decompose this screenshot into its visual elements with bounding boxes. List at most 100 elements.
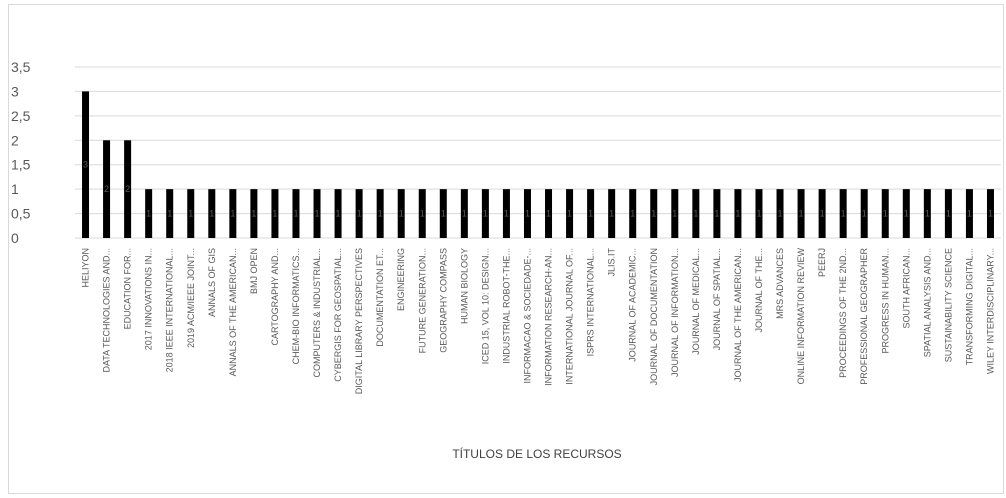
data-label: 1: [399, 209, 404, 219]
data-label: 2: [104, 184, 109, 194]
data-label: 1: [251, 209, 256, 219]
category-label: 2018 IEEE INTERNATIONAL...: [165, 248, 175, 372]
bar: [860, 189, 868, 238]
bar: [103, 140, 111, 238]
bar: [292, 189, 300, 238]
data-label: 1: [672, 209, 677, 219]
bar: [881, 189, 889, 238]
category-label: FUTURE GENERATION...: [417, 248, 427, 353]
category-label: ENGINEERING: [396, 248, 406, 311]
category-label: HUMAN BIOLOGY: [459, 248, 469, 324]
data-label: 1: [336, 209, 341, 219]
category-label: TRANSFORMING DIGITAL...: [964, 248, 974, 365]
data-label: 1: [841, 209, 846, 219]
category-label: INFORMATION RESEARCH-AN...: [544, 248, 554, 386]
data-label: 1: [504, 209, 509, 219]
bar: [986, 189, 994, 238]
bar: [397, 189, 405, 238]
data-label: 1: [209, 209, 214, 219]
data-label: 1: [441, 209, 446, 219]
category-label: SPATIAL ANALYSIS AND...: [922, 248, 932, 357]
category-label: SOUTH AFRICAN...: [901, 248, 911, 329]
bar: [902, 189, 910, 238]
bar: [965, 189, 973, 238]
bar: [313, 189, 321, 238]
category-label: JOURNAL OF THE...: [754, 248, 764, 333]
category-label: INTERNATIONAL JOURNAL OF...: [565, 248, 575, 385]
data-label: 1: [714, 209, 719, 219]
category-label: ANNALS OF GIS: [207, 248, 217, 317]
data-label: 1: [925, 209, 930, 219]
category-label: DATA TECHNOLOGIES AND...: [102, 248, 112, 373]
category-label: CARTOGRAPHY AND...: [270, 248, 280, 346]
bar: [566, 189, 574, 238]
data-label: 1: [167, 209, 172, 219]
category-label: COMPUTERS & INDUSTRIAL...: [312, 248, 322, 378]
data-label: 1: [146, 209, 151, 219]
category-label: JOURNAL OF SPATIAL...: [712, 248, 722, 350]
bar: [545, 189, 553, 238]
category-label: 2017 INNOVATIONS IN...: [144, 248, 154, 350]
bar: [460, 189, 468, 238]
category-label: PROFESSIONAL GEOGRAPHER: [859, 248, 869, 385]
bar: [187, 189, 195, 238]
bar: [439, 189, 447, 238]
category-label: BMJ OPEN: [249, 248, 259, 294]
bar: [334, 189, 342, 238]
data-label: 1: [862, 209, 867, 219]
data-label: 1: [630, 209, 635, 219]
bar: [587, 189, 595, 238]
data-label: 1: [756, 209, 761, 219]
y-tick-label: 2: [11, 132, 19, 148]
y-tick-label: 0,5: [11, 206, 31, 222]
bar: [671, 189, 679, 238]
data-label: 1: [293, 209, 298, 219]
data-label: 1: [357, 209, 362, 219]
category-label: WILEY INTERDISCIPLINARY...: [985, 248, 995, 374]
data-label: 1: [883, 209, 888, 219]
data-label: 1: [778, 209, 783, 219]
category-label: HELIYON: [81, 248, 91, 288]
data-label: 1: [988, 209, 993, 219]
bar: [650, 189, 658, 238]
data-label: 3: [83, 160, 88, 170]
bar: [502, 189, 510, 238]
bar: [944, 189, 952, 238]
bar: [376, 189, 384, 238]
category-label: SUSTAINABILITY SCIENCE: [943, 248, 953, 362]
category-label: JOURNAL OF THE AMERICAN...: [733, 248, 743, 382]
bar: [208, 189, 216, 238]
bar-chart: 0 0,5 1 1,5 2 2,5 3 3,5 3 2 2 1 1 1 1 1 1 1 1 1 1 1 1 1 1 1 1 1 1 1 1…: [11, 59, 1001, 461]
category-label: CYBERGIS FOR GEOSPATIAL...: [333, 248, 343, 382]
bar: [776, 189, 784, 238]
data-label: 1: [378, 209, 383, 219]
category-label: JOURNAL OF INFORMATION...: [670, 248, 680, 377]
data-label: 1: [820, 209, 825, 219]
category-label: MRS ADVANCES: [775, 248, 785, 319]
y-axis-ticks: 0 0,5 1 1,5 2 2,5 3 3,5: [11, 59, 31, 246]
bar: [250, 189, 258, 238]
category-label: GEOGRAPHY COMPASS: [438, 248, 448, 353]
bar: [271, 189, 279, 238]
category-label: JLIS.IT: [607, 248, 617, 277]
data-label: 1: [546, 209, 551, 219]
y-tick-label: 1,5: [11, 157, 31, 173]
data-label: 1: [188, 209, 193, 219]
bar: [797, 189, 805, 238]
bar: [481, 189, 489, 238]
category-label: DIGITAL LIBRARY PERSPECTIVES: [354, 248, 364, 394]
bar: [355, 189, 363, 238]
data-labels: 3 2 2 1 1 1 1 1 1 1 1 1 1 1 1 1 1 1 1 1 1 1 1 1 1 1 1 1 1 1 1 1 1 1 1 1 1 1 1 1…: [83, 160, 993, 219]
category-label: PROGRESS IN HUMAN...: [880, 248, 890, 354]
category-label: ANNALS OF THE AMERICAN...: [228, 248, 238, 376]
category-label: PROCEEDINGS OF THE 2ND...: [838, 248, 848, 378]
y-tick-label: 3,5: [11, 59, 31, 75]
category-label: JOURNAL OF DOCUMENTATION: [649, 248, 659, 385]
bar: [755, 189, 763, 238]
data-label: 1: [651, 209, 656, 219]
data-label: 1: [693, 209, 698, 219]
y-tick-label: 0: [11, 230, 19, 246]
data-label: 1: [735, 209, 740, 219]
data-label: 1: [609, 209, 614, 219]
data-label: 1: [483, 209, 488, 219]
